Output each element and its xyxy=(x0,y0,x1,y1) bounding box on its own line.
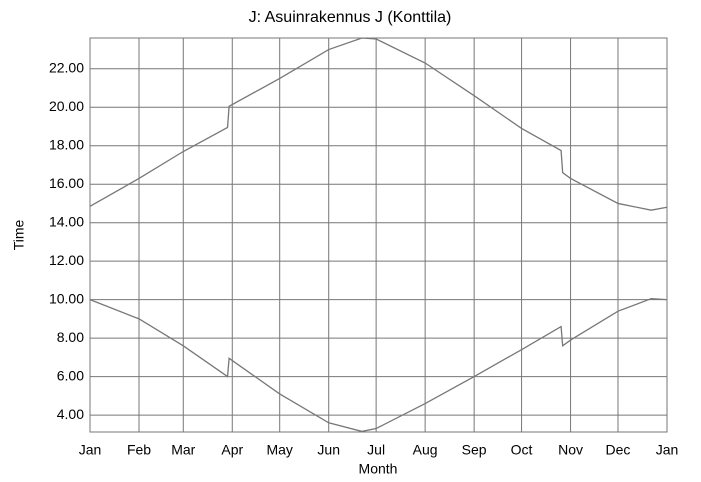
x-tick-label: Jul xyxy=(367,442,385,458)
y-tick-label: 8.00 xyxy=(57,329,84,345)
x-tick-label: May xyxy=(266,442,292,458)
y-tick-label: 18.00 xyxy=(49,136,84,152)
y-tick-label: 22.00 xyxy=(49,59,84,75)
x-tick-label: Nov xyxy=(558,442,583,458)
x-tick-label: Dec xyxy=(606,442,631,458)
x-axis-label: Month xyxy=(359,461,398,477)
x-tick-label: Feb xyxy=(127,442,151,458)
y-tick-label: 20.00 xyxy=(49,98,84,114)
x-tick-label: Sep xyxy=(462,442,487,458)
data-line xyxy=(89,298,668,433)
y-tick-label: 14.00 xyxy=(49,213,84,229)
y-tick-label: 6.00 xyxy=(57,367,84,383)
y-axis-label: Time xyxy=(11,219,27,250)
y-tick-label: 12.00 xyxy=(49,252,84,268)
y-tick-label: 10.00 xyxy=(49,290,84,306)
x-tick-label: Jan xyxy=(79,442,102,458)
y-tick-label: 16.00 xyxy=(49,175,84,191)
x-tick-label: Aug xyxy=(413,442,438,458)
x-tick-label: Mar xyxy=(171,442,195,458)
chart-title: J: Asuinrakennus J (Konttila) xyxy=(249,9,452,26)
y-tick-label: 4.00 xyxy=(57,406,84,422)
x-tick-label: Apr xyxy=(221,442,243,458)
x-tick-label: Jan xyxy=(656,442,679,458)
plot-frame xyxy=(89,37,668,433)
x-tick-label: Oct xyxy=(511,442,533,458)
data-line xyxy=(89,37,668,211)
x-tick-label: Jun xyxy=(317,442,340,458)
